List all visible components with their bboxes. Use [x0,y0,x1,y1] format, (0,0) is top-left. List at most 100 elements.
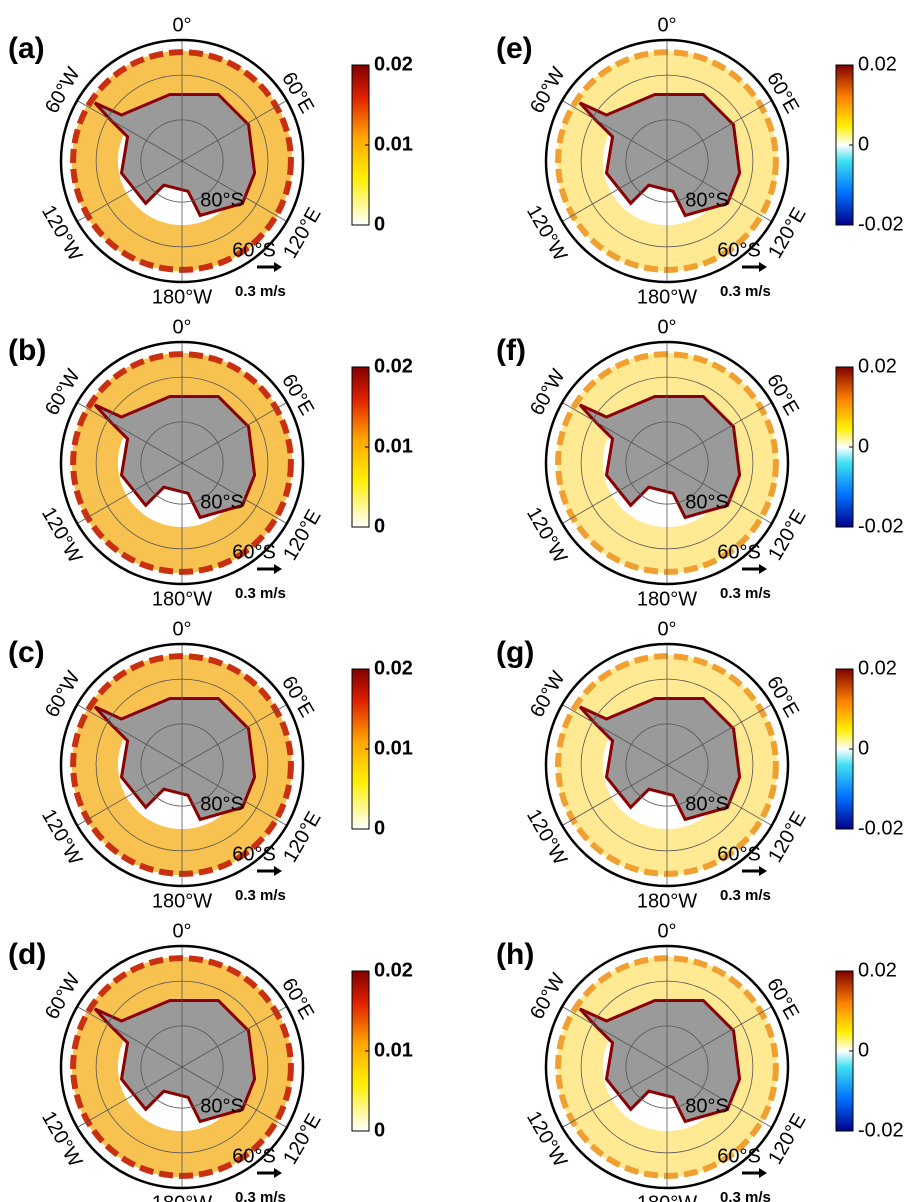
panel-label: (a) [8,32,45,65]
map-label: 180°W [152,286,212,308]
colorbar-tick-label: 0 [374,817,385,839]
map-label: 60°S [232,1145,276,1167]
map-label: 60°S [717,1145,761,1167]
scale-arrow-head [274,564,282,574]
map-label: 80°S [200,189,244,211]
colorbar-tick-label: 0 [858,133,869,155]
colorbar-tick-label: -0.02 [858,213,904,235]
colorbar-tick-label: -0.02 [858,1119,904,1141]
map-frame [544,38,790,284]
antarctica [93,696,257,822]
scale-label: 0.3 m/s [720,283,771,300]
colorbar-tick-label: 0.02 [858,53,897,75]
antarctica [578,92,742,218]
map-frame [59,340,305,586]
meridian [562,100,772,222]
meridian [562,402,772,524]
map-frame [59,944,305,1190]
scale-label: 0.3 m/s [235,1189,286,1202]
map-frame [544,340,790,586]
scale-arrow-head [274,866,282,876]
colorbar-tick-label: 0.01 [374,737,413,759]
scale-arrow-head [759,262,767,272]
map-label: 80°S [685,491,729,513]
map-label: 60°S [717,239,761,261]
panel-label: (b) [8,334,46,367]
map-label: 0° [657,14,676,36]
panel-label: (c) [8,636,45,669]
map-label: 180°W [152,890,212,912]
map-label: 80°S [200,491,244,513]
map-label: 80°S [200,793,244,815]
colorbar-tick-label: 0.01 [374,435,413,457]
scale-arrow-head [759,866,767,876]
colorbar-tick-label: 0 [858,435,869,457]
colorbar-tick-label: 0.02 [858,959,897,981]
map-label: 0° [657,920,676,942]
scale-label: 0.3 m/s [235,283,286,300]
panel-label: (h) [496,938,534,971]
scale-arrow-head [274,262,282,272]
colorbar-tick-label: 0.02 [858,355,897,377]
map-label: 180°W [152,1192,212,1202]
map-label: 0° [172,316,191,338]
meridian [77,100,287,222]
colorbar-tick-label: -0.02 [858,515,904,537]
colorbar-tick-label: 0.02 [374,355,413,377]
colorbar-tick-label: -0.02 [858,817,904,839]
map-frame [59,642,305,888]
panel-label: (d) [8,938,46,971]
meridian [562,704,772,826]
meridian [77,402,287,524]
map-label: 180°W [637,890,697,912]
colorbar-tick-label: 0 [374,515,385,537]
map-label: 60°S [717,541,761,563]
colorbar-tick-label: 0.02 [374,53,413,75]
antarctica [578,696,742,822]
map-label: 0° [172,920,191,942]
panel-label: (g) [496,636,534,669]
colorbar-tick-label: 0 [374,213,385,235]
scale-arrow-head [759,1168,767,1178]
colorbar-tick-label: 0.01 [374,133,413,155]
scale-label: 0.3 m/s [720,1189,771,1202]
colorbar-tick-label: 0 [858,737,869,759]
scale-arrow-head [759,564,767,574]
panel-label: (f) [496,334,526,367]
antarctica [93,394,257,520]
scale-label: 0.3 m/s [235,887,286,904]
panel-label: (e) [496,32,533,65]
meridian [77,1006,287,1128]
antarctica [578,394,742,520]
colorbar-tick-label: 0 [858,1039,869,1061]
meridian [77,704,287,826]
map-frame [544,642,790,888]
map-label: 180°W [637,588,697,610]
colorbar-tick-label: 0.02 [858,657,897,679]
map-label: 0° [657,618,676,640]
colorbar-tick-label: 0.01 [374,1039,413,1061]
colorbar-tick-label: 0.02 [374,959,413,981]
map-frame [59,38,305,284]
map-label: 60°S [232,541,276,563]
scale-label: 0.3 m/s [720,585,771,602]
map-frame [544,944,790,1190]
map-label: 80°S [200,1095,244,1117]
map-label: 180°W [152,588,212,610]
map-label: 180°W [637,286,697,308]
map-label: 0° [172,618,191,640]
antarctica [578,998,742,1124]
scale-label: 0.3 m/s [235,585,286,602]
map-label: 80°S [685,793,729,815]
colorbar-tick-label: 0.02 [374,657,413,679]
map-label: 180°W [637,1192,697,1202]
map-label: 80°S [685,1095,729,1117]
scale-label: 0.3 m/s [720,887,771,904]
